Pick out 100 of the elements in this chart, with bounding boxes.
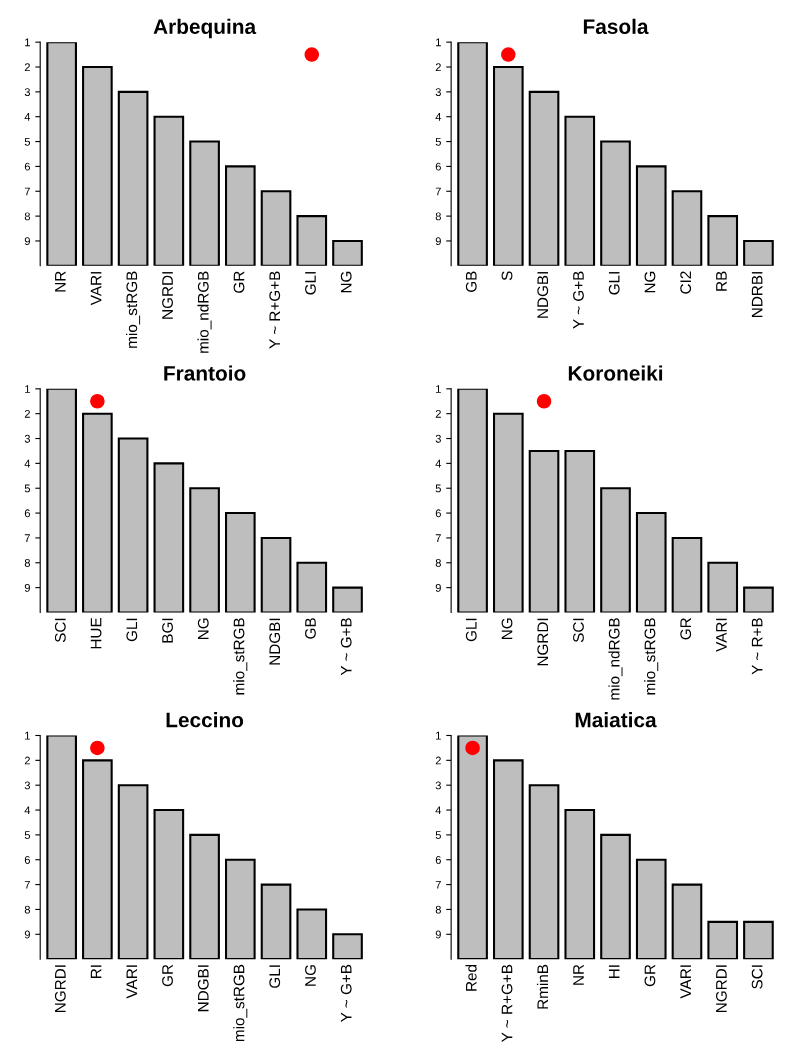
y-tick-label: 4 [435, 113, 442, 121]
y-tick-label: 9 [435, 583, 441, 592]
x-tick-label: GR [162, 964, 173, 987]
y-tick-label: 7 [24, 187, 30, 196]
x-tick-label: RminB [536, 964, 548, 1009]
y-tick-label: 9 [24, 237, 30, 246]
y-tick-label: 8 [435, 905, 441, 914]
x-tick-label: NR [573, 964, 584, 985]
x-tick-label: NDGBI [537, 272, 549, 318]
y-tick-label: 6 [435, 162, 441, 171]
y-tick-label: 9 [435, 237, 441, 246]
y-tick-label: 5 [435, 484, 441, 493]
x-tick-label: mio_ndRGB [197, 271, 212, 353]
y-tick-label: 6 [435, 856, 441, 864]
x-tick-label: BGI [162, 618, 173, 643]
y-tick-label: 4 [24, 459, 31, 468]
y-tick-label: 5 [24, 831, 31, 840]
chart-title: Arbequina [153, 18, 257, 39]
y-tick-label: 6 [435, 509, 441, 518]
x-tick-label: mio_stRGB [644, 618, 659, 695]
y-tick-label: 1 [436, 38, 441, 47]
y-tick-label: 1 [436, 385, 441, 393]
y-tick-label: 5 [435, 831, 441, 840]
x-tick-label: GR [680, 618, 692, 640]
y-tick-label: 1 [436, 731, 441, 740]
x-tick-label: Y ~ G+B [340, 964, 352, 1022]
x-tick-label: SCI [751, 965, 763, 989]
chart-title: Frantoio [164, 365, 246, 381]
x-tick-label: CI2 [680, 271, 692, 294]
x-tick-label: NG [305, 965, 316, 986]
y-tick-label: 8 [24, 559, 30, 567]
y-tick-label: 7 [435, 534, 441, 542]
y-tick-label: 2 [24, 756, 30, 765]
x-tick-label: NGRDI [537, 618, 549, 666]
x-tick-label: VARI [680, 965, 691, 999]
y-tick-label: 4 [435, 459, 442, 468]
y-tick-label: 3 [24, 88, 30, 96]
x-tick-label: SCI [54, 618, 66, 643]
x-tick-label: VARI [716, 618, 727, 652]
chart-title: Leccino [166, 712, 244, 728]
y-tick-label: 2 [24, 63, 30, 72]
x-tick-label: GB [305, 618, 316, 639]
x-tick-label: GB [465, 271, 477, 292]
y-tick-label: 2 [435, 756, 441, 765]
x-tick-label: GR [644, 964, 656, 987]
y-tick-label: 9 [24, 583, 30, 592]
x-tick-label: VARI [90, 272, 102, 306]
chart-title: Fasola [583, 18, 649, 35]
y-tick-label: 8 [24, 212, 30, 221]
y-tick-label: 4 [24, 113, 31, 121]
y-tick-label: 7 [24, 534, 30, 542]
y-tick-label: 4 [24, 806, 31, 815]
y-tick-label: 6 [24, 509, 30, 518]
y-tick-label: 6 [24, 162, 30, 171]
y-tick-label: 6 [24, 856, 30, 864]
x-tick-label: NGRDI [162, 272, 173, 319]
x-tick-label: NGRDI [715, 965, 727, 1012]
x-tick-label: NDGBI [269, 618, 281, 665]
x-tick-label: Y ~ R+G+B [269, 271, 281, 349]
y-tick-label: 7 [435, 187, 441, 196]
x-tick-label: HUE [90, 617, 102, 649]
y-tick-label: 8 [435, 212, 441, 221]
chart-title: Maiatica [575, 712, 657, 728]
x-tick-label: NG [340, 271, 352, 293]
x-tick-label: Y ~ G+B [340, 618, 352, 676]
y-tick-label: 5 [435, 137, 441, 146]
x-tick-label: Y ~ R+B [751, 618, 763, 675]
x-tick-label: S [501, 271, 513, 281]
y-tick-label: 3 [435, 88, 441, 96]
x-tick-label: Y ~ G+B [573, 271, 584, 329]
y-tick-label: 5 [24, 484, 31, 493]
x-tick-label: NR [55, 271, 66, 292]
x-tick-label: Red [465, 964, 477, 991]
chart-title: Koroneiki [568, 365, 663, 381]
x-tick-label: GLI [305, 272, 316, 295]
y-tick-label: 9 [24, 930, 30, 939]
y-tick-label: 3 [24, 781, 30, 790]
y-tick-label: 7 [24, 880, 30, 889]
x-tick-label: NDRBI [751, 272, 763, 317]
y-tick-label: 2 [24, 409, 30, 418]
x-tick-label: NG [644, 271, 656, 293]
y-tick-label: 8 [435, 559, 441, 567]
x-tick-label: mio_stRGB [233, 964, 248, 1042]
y-tick-label: 3 [24, 434, 30, 443]
x-tick-label: RI [90, 965, 102, 979]
x-tick-label: SCI [573, 618, 584, 643]
x-tick-label: NG [501, 618, 513, 639]
x-tick-label: GLI [269, 965, 281, 988]
x-tick-label: NG [197, 618, 209, 639]
y-tick-label: 1 [25, 385, 30, 393]
x-tick-label: GLI [608, 272, 620, 295]
x-tick-label: NGRDI [54, 965, 66, 1012]
x-tick-label: mio_stRGB [233, 618, 248, 695]
x-tick-label: VARI [126, 965, 138, 999]
x-tick-label: mio_ndRGB [608, 618, 623, 700]
y-tick-label: 3 [435, 781, 441, 790]
y-tick-label: 1 [25, 38, 30, 47]
x-tick-label: GLI [126, 618, 138, 642]
x-tick-label: Y ~ R+G+B [501, 964, 513, 1042]
y-tick-label: 1 [25, 731, 30, 740]
